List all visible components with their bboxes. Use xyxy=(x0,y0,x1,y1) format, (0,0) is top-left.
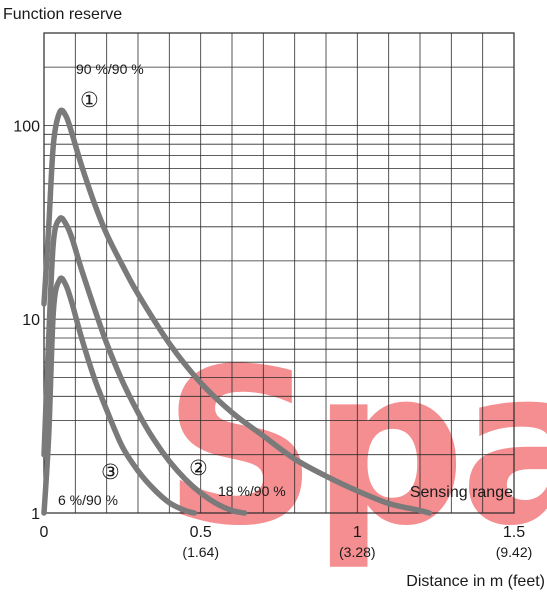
series-marker-1: ① xyxy=(80,88,99,112)
x-tick-label: 0 xyxy=(40,524,49,541)
series-label-6-90: 6 %/90 % xyxy=(58,492,118,508)
labels: Function reserve Distance in m (feet) Se… xyxy=(3,6,545,590)
sensing-range-annotation: Sensing range xyxy=(410,484,513,501)
curves xyxy=(41,107,433,516)
x-tick-label: 1 xyxy=(353,524,362,541)
x-tick-sublabel: (3.28) xyxy=(339,544,376,560)
grid xyxy=(43,32,515,514)
series-marker-3: ③ xyxy=(101,460,120,484)
x-tick-label: 1.5 xyxy=(503,524,525,541)
series-line-3 xyxy=(41,275,198,516)
y-tick-label: 100 xyxy=(13,119,40,136)
x-tick-sublabel: (9.42) xyxy=(496,544,533,560)
chart-title: Function reserve xyxy=(3,6,122,23)
x-axis-label: Distance in m (feet) xyxy=(406,573,545,590)
series-marker-2: ② xyxy=(189,456,208,480)
x-tick-label: 0.5 xyxy=(190,524,212,541)
series-label-90-90: 90 %/90 % xyxy=(76,61,144,77)
y-tick-label: 10 xyxy=(22,312,40,329)
x-tick-sublabel: (1.64) xyxy=(182,544,219,560)
series-label-18-90: 18 %/90 % xyxy=(218,483,286,499)
series-line-1 xyxy=(41,107,433,516)
y-tick-label: 1 xyxy=(31,506,40,523)
series-line-2 xyxy=(41,215,248,516)
